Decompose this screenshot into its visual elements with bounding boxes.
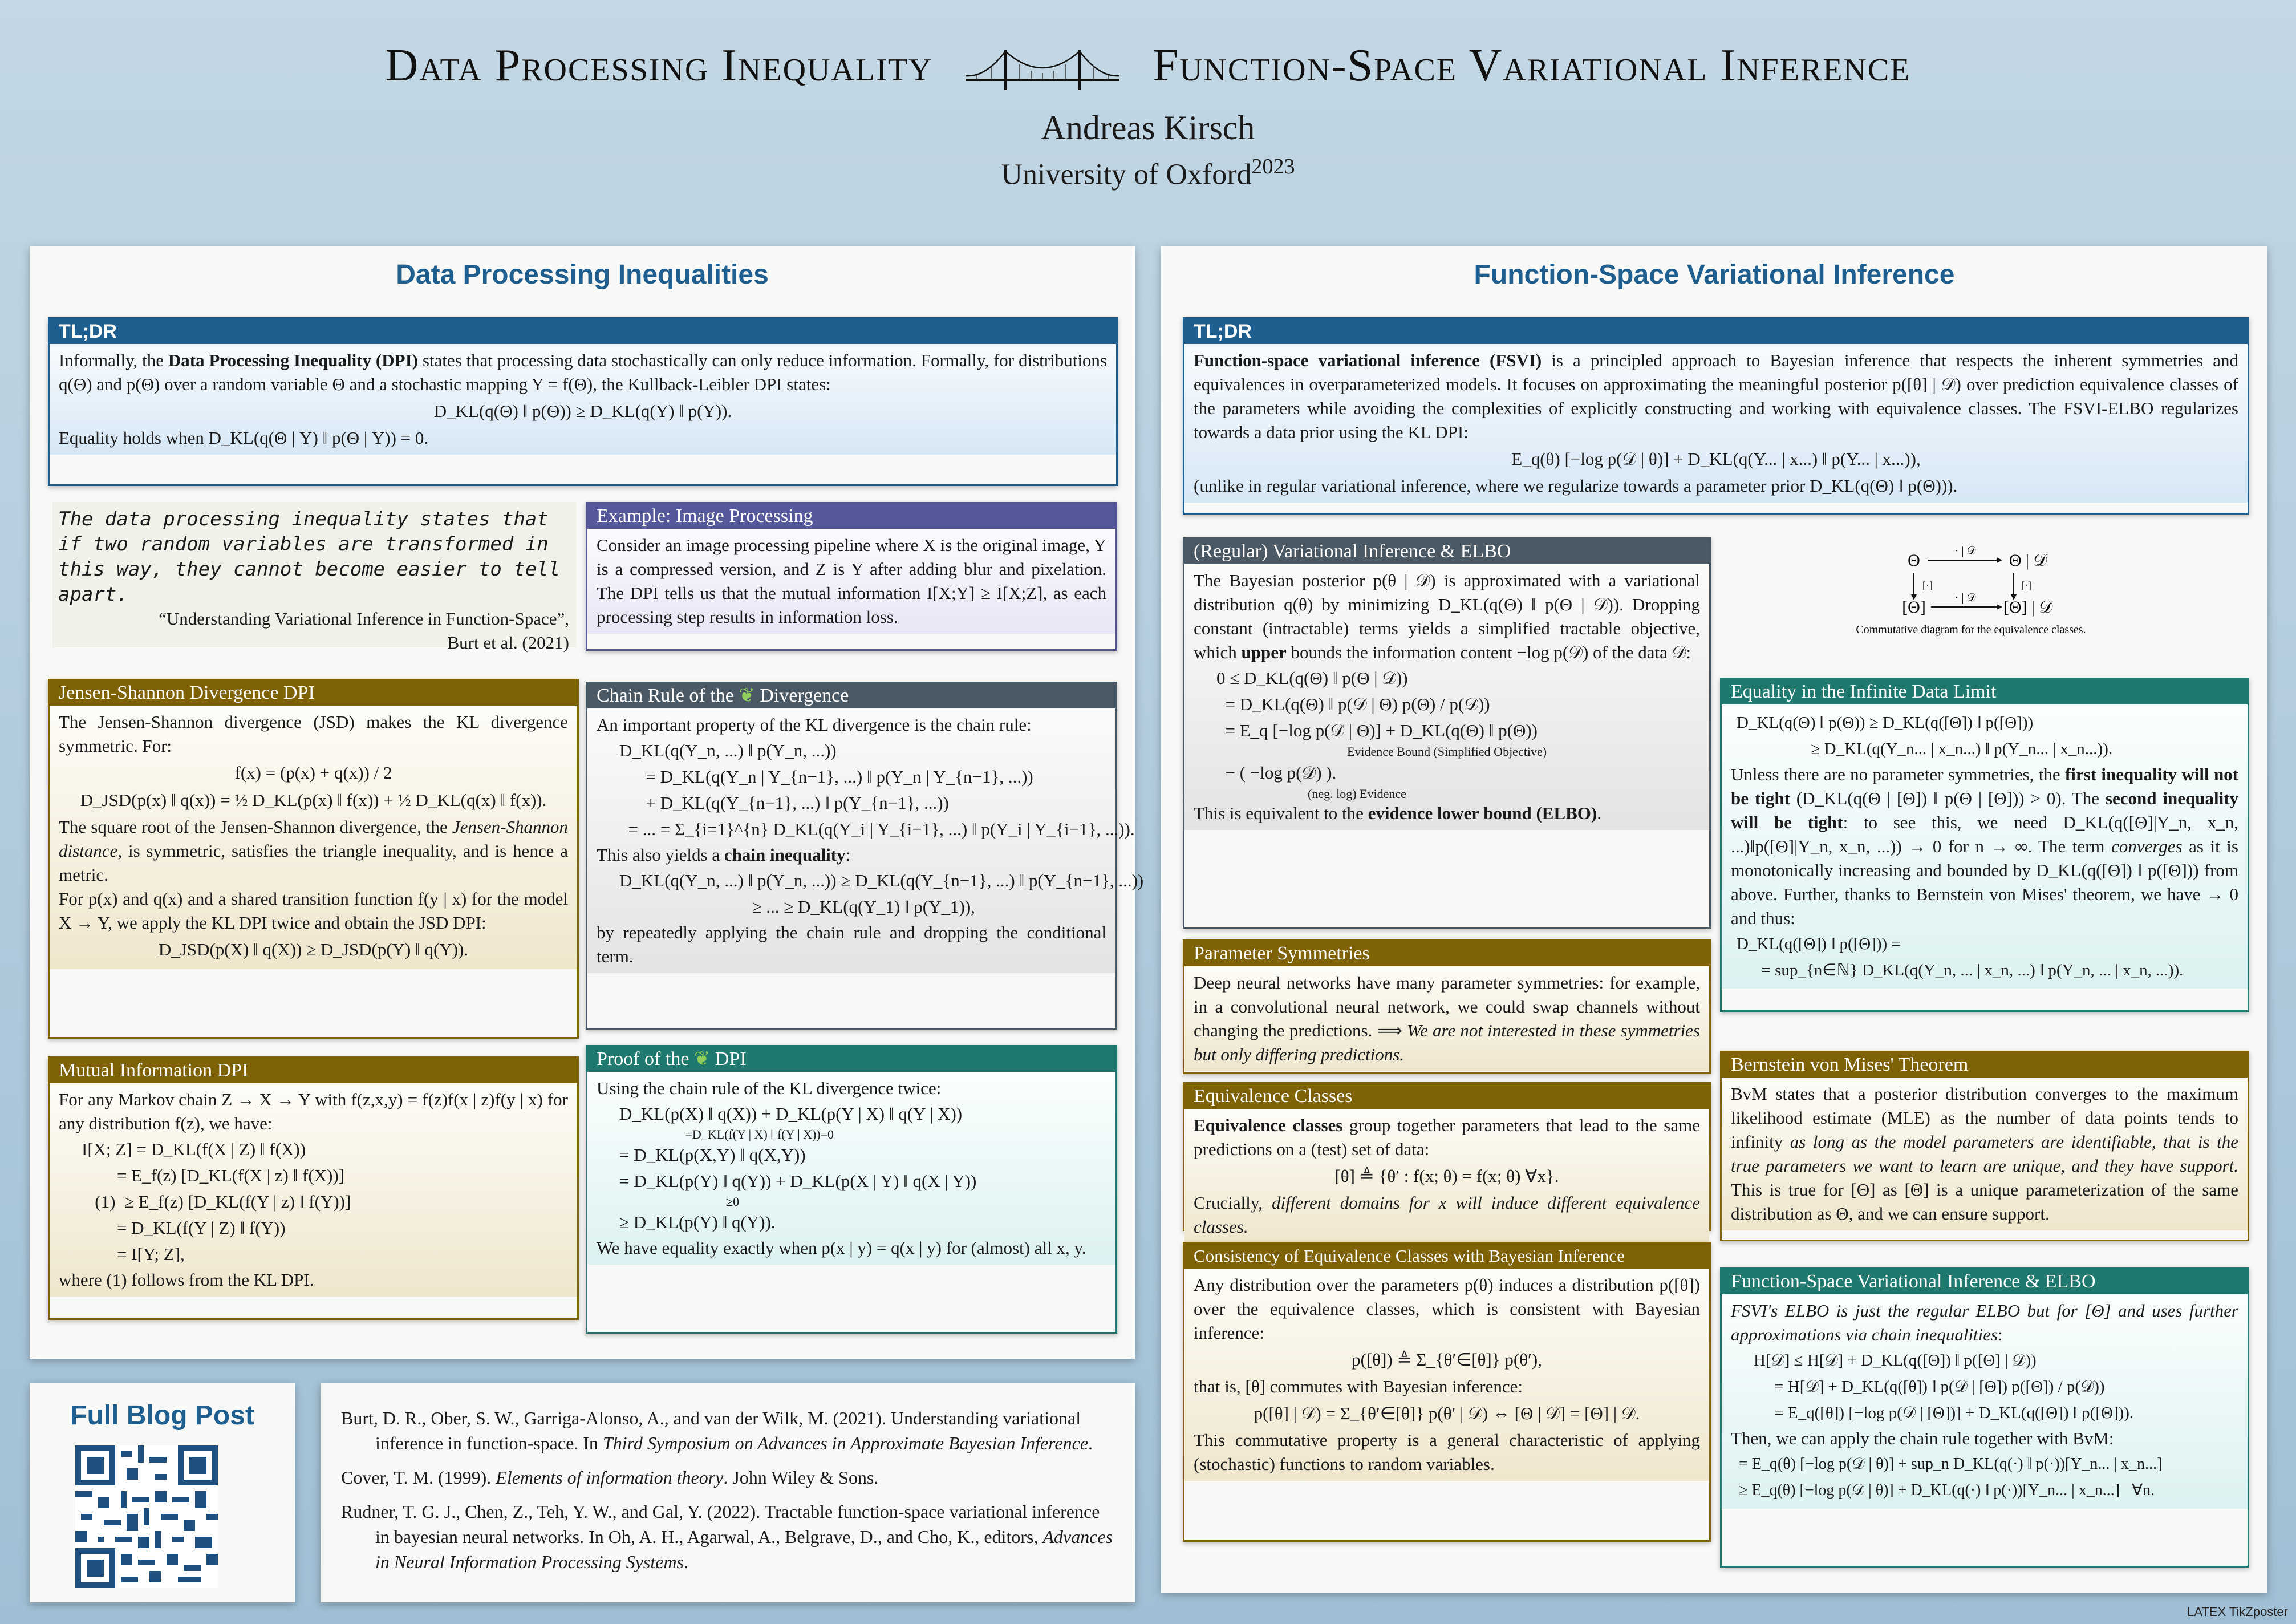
- proof-box: Proof of the ❦ DPI Using the chain rule …: [586, 1045, 1117, 1334]
- svg-text:[·]: [·]: [2021, 580, 2031, 591]
- svg-text:[·]: [·]: [1922, 580, 1933, 591]
- blog-title: Full Blog Post: [70, 1400, 254, 1431]
- right-panel: Function-Space Variational Inference TL;…: [1161, 246, 2267, 1593]
- blog-panel: Full Blog Post: [30, 1383, 295, 1602]
- reference-item: Rudner, T. G. J., Chen, Z., Teh, Y. W., …: [341, 1501, 1113, 1572]
- author: Andreas Kirsch: [1041, 109, 1255, 147]
- vi-elbo-box: (Regular) Variational Inference & ELBO T…: [1183, 537, 1711, 929]
- left-panel: Data Processing Inequalities TL;DR Infor…: [30, 246, 1143, 1359]
- dpi-tldr-box: TL;DR Informally, the Data Processing In…: [48, 317, 1118, 486]
- fsvi-elbo-box: Function-Space Variational Inference & E…: [1720, 1267, 2249, 1568]
- bridge-icon: [966, 50, 1120, 90]
- left-panel-title: Data Processing Inequalities: [396, 260, 769, 290]
- reference-item: Burt, D. R., Ober, S. W., Garriga-Alonso…: [341, 1408, 1093, 1453]
- svg-text:· | 𝒟: · | 𝒟: [1955, 592, 1976, 604]
- quote-source-1: “Understanding Variational Inference in …: [159, 609, 569, 629]
- infinite-limit-box: Equality in the Infinite Data Limit D_KL…: [1720, 678, 2249, 1012]
- symmetries-box: Parameter Symmetries Deep neural network…: [1183, 939, 1711, 1074]
- box-header: TL;DR: [50, 319, 1116, 344]
- reference-item: Cover, T. M. (1999). Elements of informa…: [341, 1467, 879, 1488]
- diagram-caption: Commutative diagram for the equivalence …: [1856, 623, 2086, 636]
- equivalence-box: Equivalence Classes Equivalence classes …: [1183, 1082, 1711, 1244]
- fsvi-tldr-box: TL;DR Function-space variational inferen…: [1183, 317, 2249, 515]
- quote-text: The data processing inequality states th…: [58, 508, 561, 606]
- title-right: Function-Space Variational Inference: [1153, 41, 1911, 91]
- svg-text:· | 𝒟: · | 𝒟: [1955, 545, 1976, 557]
- diagram-bl: [Θ]: [1902, 598, 1926, 617]
- example-box: Example: Image Processing Consider an im…: [586, 502, 1117, 651]
- diagram-tr: Θ | 𝒟: [2009, 551, 2047, 570]
- poster-title: Data Processing Inequality Function-Spac…: [0, 40, 2296, 96]
- affiliation: University of Oxford2023: [1001, 155, 1295, 191]
- diagram-tl: Θ: [1908, 551, 1920, 570]
- leaf-icon: ❦: [693, 1048, 711, 1070]
- kl-dpi-equation: D_KL(q(Θ) ‖ p(Θ)) ≥ D_KL(q(Y) ‖ p(Y)).: [433, 401, 732, 421]
- footer-credit: LATEX TikZposter: [2187, 1605, 2288, 1619]
- mi-dpi-box: Mutual Information DPI For any Markov ch…: [48, 1056, 579, 1320]
- commutative-diagram: Θ Θ | 𝒟 [Θ] [Θ] | 𝒟 · | 𝒟 · | 𝒟 [·] [·] …: [1720, 543, 2245, 636]
- title-left: Data Processing Inequality: [385, 41, 933, 91]
- quote-box: The data processing inequality states th…: [52, 502, 576, 653]
- references-panel: Burt, D. R., Ober, S. W., Garriga-Alonso…: [321, 1383, 1135, 1602]
- chain-rule-box: Chain Rule of the ❦ Divergence An import…: [586, 682, 1143, 1030]
- jsd-box: Jensen-Shannon Divergence DPI The Jensen…: [48, 679, 579, 1039]
- year: 2023: [1251, 155, 1295, 179]
- diagram-br: [Θ] | 𝒟: [2003, 598, 2053, 617]
- right-panel-title: Function-Space Variational Inference: [1474, 260, 1955, 290]
- quote-source-2: Burt et al. (2021): [447, 633, 569, 653]
- qr-code-icon[interactable]: [75, 1445, 218, 1588]
- bvm-box: Bernstein von Mises' Theorem BvM states …: [1720, 1051, 2249, 1241]
- leaf-icon: ❦: [739, 685, 755, 706]
- consistency-box: Consistency of Equivalence Classes with …: [1183, 1242, 1711, 1542]
